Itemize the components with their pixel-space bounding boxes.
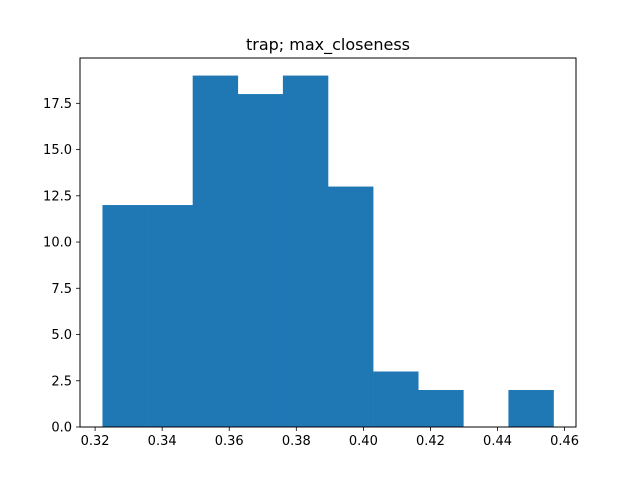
histogram-bar: [102, 205, 148, 427]
y-tick-label: 5.0: [51, 328, 72, 343]
bars-group: [102, 75, 554, 427]
plot-frame: [79, 57, 577, 428]
x-tick-label: 0.32: [81, 434, 110, 449]
x-tick-label: 0.36: [215, 434, 244, 449]
y-tick-label: 15.0: [43, 143, 72, 158]
histogram-bar: [282, 75, 329, 427]
chart-title: trap; max_closeness: [246, 35, 410, 55]
x-axis-ticks: 0.32 0.34 0.36 0.38 0.40 0.42 0.44 0.46: [81, 427, 579, 449]
y-tick-label: 12.5: [43, 189, 72, 204]
y-tick-label: 17.5: [43, 97, 72, 112]
y-tick-label: 0.0: [51, 421, 72, 436]
x-tick-label: 0.40: [349, 434, 378, 449]
histogram-bar: [508, 390, 554, 427]
x-tick-label: 0.38: [282, 434, 311, 449]
histogram-bar: [147, 205, 193, 427]
y-tick-label: 2.5: [51, 374, 72, 389]
histogram-bar: [373, 371, 419, 427]
x-tick-label: 0.42: [416, 434, 445, 449]
histogram-bar: [192, 75, 239, 427]
y-tick-label: 7.5: [51, 282, 72, 297]
y-tick-label: 10.0: [43, 236, 72, 251]
x-tick-label: 0.44: [483, 434, 512, 449]
x-tick-label: 0.34: [148, 434, 177, 449]
histogram-bar: [328, 186, 374, 427]
histogram-bar: [237, 94, 284, 427]
histogram-bar: [418, 390, 464, 427]
x-tick-label: 0.46: [550, 434, 579, 449]
y-axis-ticks: 0.0 2.5 5.0 7.5 10.0 12.5 15.0 17.5: [43, 97, 80, 436]
